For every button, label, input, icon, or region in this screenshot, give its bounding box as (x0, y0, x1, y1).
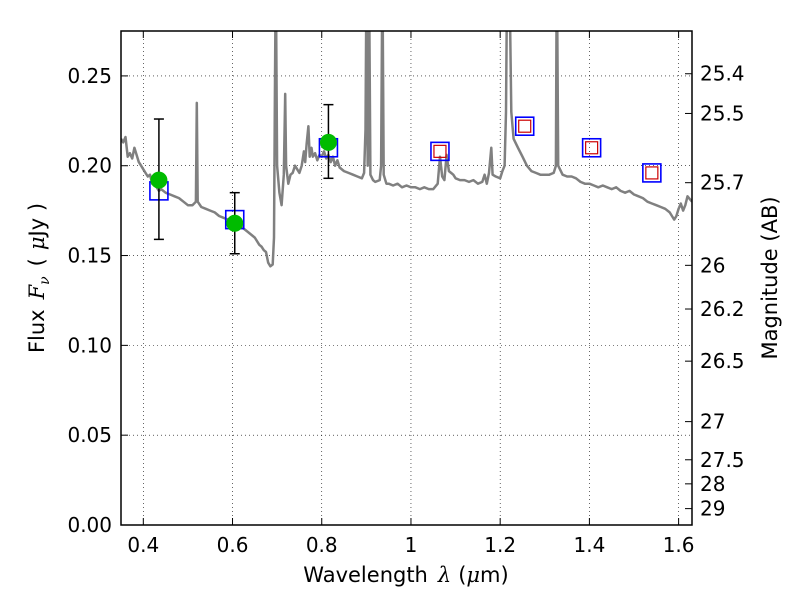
y-tick-label: 0.10 (67, 333, 112, 357)
y-tick-label: 0.15 (67, 244, 112, 268)
x-tick-label: 1.2 (484, 533, 516, 557)
model-photometry-box (642, 163, 662, 183)
y-axis-label: FluxFν(μJy ) (25, 203, 53, 353)
x-tick-label: 0.4 (127, 533, 159, 557)
model-photometry-box (581, 137, 602, 158)
x-tick-label: 1.6 (663, 533, 695, 557)
y-tick-label: 0.20 (67, 154, 112, 178)
x-tick-label: 0.8 (306, 533, 338, 557)
y-tick-label: 0.25 (67, 64, 112, 88)
y2-tick-label: 25.4 (700, 62, 745, 86)
x-tick-label: 1 (405, 533, 418, 557)
observed-data-point (226, 214, 244, 232)
observed-data-point (319, 133, 337, 151)
x-tick-label: 0.6 (217, 533, 249, 557)
axis-ticks: 0.4 0.6 0.8 1 1.2 1.4 1.6 0.00 0.05 0.10 0.15 0.20 0… (67, 31, 745, 557)
x-tick-label: 1.4 (573, 533, 605, 557)
model-photometry-box (430, 141, 450, 162)
inner-photometry-box (585, 141, 599, 155)
model-photometry-box (514, 116, 535, 137)
inner-photometry-box (433, 144, 447, 158)
plot-area (121, 31, 692, 268)
inner-photometry-box (645, 166, 659, 180)
y2-tick-label: 26.5 (700, 349, 745, 373)
y2-tick-label: 26.2 (700, 297, 745, 321)
x-axis-label: Wavelength λ (μm) (303, 563, 508, 587)
y2-tick-label: 28 (700, 472, 725, 496)
y2-tick-label: 26 (700, 253, 725, 277)
y2-tick-label: 27 (700, 410, 725, 434)
plot-frame (120, 30, 693, 526)
y2-tick-label: 27.5 (700, 448, 745, 472)
observed-data-point (150, 171, 168, 189)
y-tick-label: 0.05 (67, 423, 112, 447)
model-spectrum-line (121, 31, 692, 268)
y2-tick-label: 25.5 (700, 101, 745, 125)
y-tick-label: 0.00 (67, 513, 112, 537)
y2-tick-label: 25.7 (700, 171, 745, 195)
y2-tick-label: 29 (700, 497, 725, 521)
inner-photometry-box (518, 119, 532, 133)
grid-lines (121, 31, 692, 526)
y2-axis-label: Magnitude (AB) (758, 196, 782, 359)
